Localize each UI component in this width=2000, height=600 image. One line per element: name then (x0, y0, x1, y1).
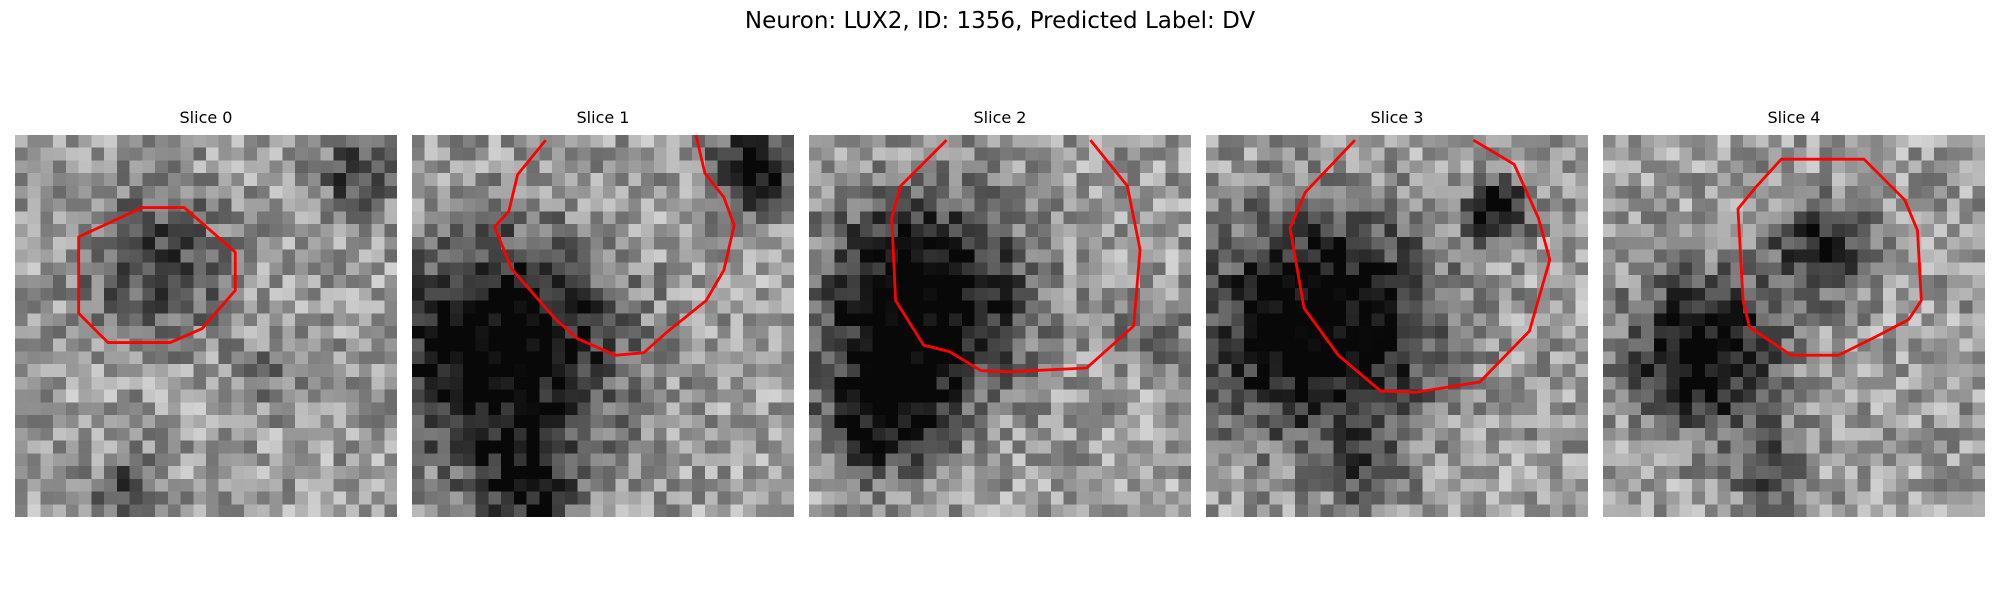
slice-panel-3: Slice 3 (1206, 108, 1588, 518)
roi-contour (77, 206, 237, 344)
slice-title: Slice 1 (576, 108, 630, 127)
slice-panel-4: Slice 4 (1603, 108, 1985, 518)
slice-panel-2: Slice 2 (809, 108, 1191, 518)
roi-contour (1288, 138, 1552, 394)
slice-title: Slice 4 (1767, 108, 1821, 127)
slice-image (1206, 135, 1588, 517)
slice-title: Slice 3 (1370, 108, 1424, 127)
slice-panel-0: Slice 0 (15, 108, 397, 518)
slice-image (412, 135, 794, 517)
roi-contour (493, 135, 736, 357)
slice-panel-1: Slice 1 (412, 108, 794, 518)
slice-title: Slice 2 (973, 108, 1027, 127)
slice-image (15, 135, 397, 517)
figure-title: Neuron: LUX2, ID: 1356, Predicted Label:… (744, 8, 1256, 34)
slice-image (809, 135, 1191, 517)
roi-contour (890, 139, 1142, 374)
roi-contour (1736, 157, 1923, 357)
slice-title: Slice 0 (179, 108, 233, 127)
slice-image (1603, 135, 1985, 517)
